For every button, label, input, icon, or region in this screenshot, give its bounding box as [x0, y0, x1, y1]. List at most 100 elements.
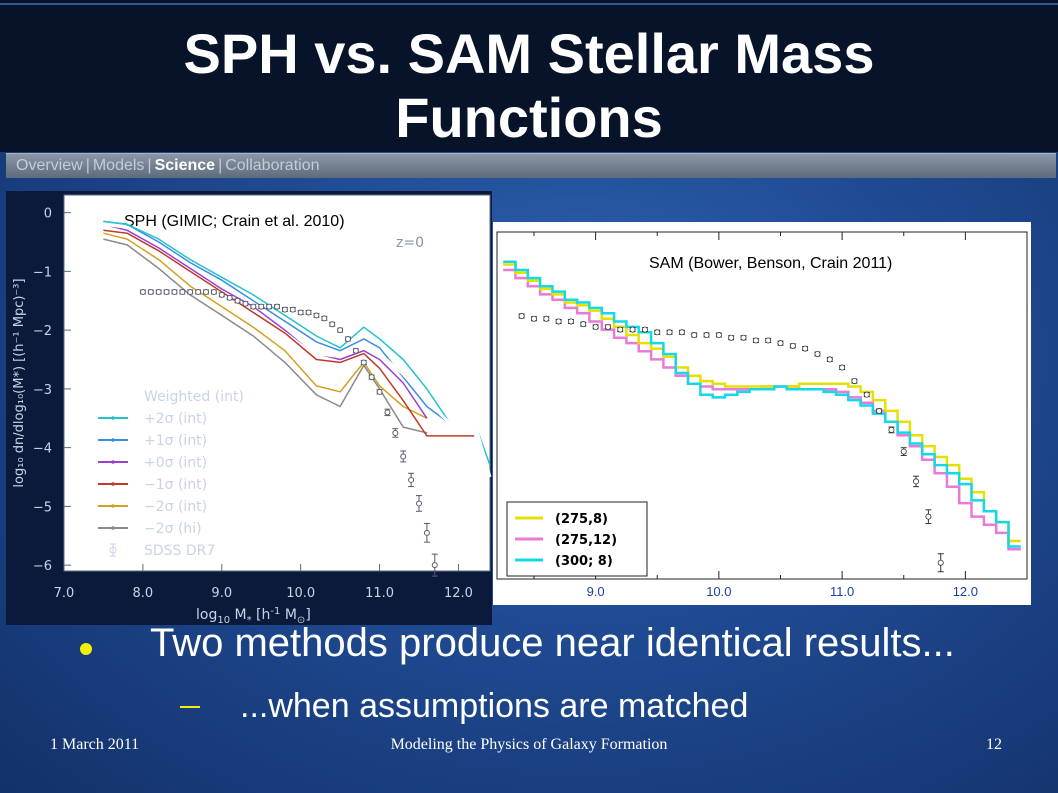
sam-xtick-label: 10.0	[706, 584, 731, 599]
sph-sdss-point	[305, 309, 312, 316]
sph-sdss-point	[147, 288, 154, 295]
sam-obs-point	[740, 334, 747, 341]
sph-ytick-label: −1	[33, 265, 52, 280]
sph-sdss-point	[234, 297, 241, 304]
sph-sdss-point	[431, 562, 438, 569]
sph-legend-marker	[111, 438, 115, 442]
sph-sdss-point	[289, 306, 296, 313]
slide-title-line1: SPH vs. SAM Stellar Mass	[183, 22, 875, 85]
sph-series-line	[103, 220, 491, 466]
sph-chart-panel: 7.0 8.0 9.0 10.0 11.0 12.0 0 −1 −2 −3 −4 −5 −6 log10 …	[6, 191, 492, 625]
sam-obs-point	[888, 426, 895, 433]
sph-xlabel: log10 M* [h-1 M⊙]	[196, 606, 311, 625]
sph-legend-marker	[109, 546, 117, 554]
sph-sdss-point	[313, 312, 320, 319]
sph-ytick-label: −5	[33, 500, 52, 515]
sph-series-line	[103, 223, 428, 419]
sph-ytick-label: −4	[33, 442, 52, 457]
sam-obs-point	[654, 329, 661, 336]
sph-chart-title: SPH (GIMIC; Crain et al. 2010)	[124, 213, 345, 230]
sam-obs-point	[814, 350, 821, 357]
nav-models[interactable]: Models	[92, 157, 145, 174]
sph-sdss-point	[345, 335, 351, 342]
sph-xtick-label: 7.0	[54, 586, 75, 601]
sph-legend-label: Weighted (int)	[144, 389, 244, 405]
sam-obs-point	[863, 391, 870, 398]
sph-xtick-label: 12.0	[444, 586, 473, 601]
sam-chart: 9.0 10.0 11.0 12.0 SAM (Bower, Benson, Crain…	[496, 231, 1028, 599]
sph-sdss-point	[400, 453, 407, 460]
sph-sdss-point	[226, 294, 233, 301]
sph-legend-label: +0σ (int)	[144, 455, 207, 471]
sph-sdss-point	[281, 306, 288, 313]
title-band: SPH vs. SAM Stellar Mass Functions	[0, 0, 1058, 152]
sph-sdss-point	[258, 303, 265, 310]
sph-sdss-point	[218, 291, 225, 298]
sph-sdss-point	[376, 388, 383, 395]
sam-series-step	[503, 263, 1021, 543]
sph-xtick-label: 11.0	[365, 586, 394, 601]
sph-legend-label: SDSS DR7	[144, 543, 215, 559]
sph-legend-marker	[111, 504, 115, 508]
sam-obs-point	[789, 342, 796, 349]
sph-legend-marker	[111, 482, 115, 486]
sam-obs-point	[641, 326, 648, 333]
nav-overview[interactable]: Overview	[16, 157, 83, 174]
sam-obs-point	[703, 332, 710, 339]
sph-sdss-point	[368, 374, 375, 381]
sam-obs-point	[604, 323, 611, 330]
nav-collaboration[interactable]: Collaboration	[225, 157, 320, 174]
sam-obs-point	[678, 329, 685, 336]
nav-items: Overview | Models | Science | Collaboration	[16, 154, 320, 178]
sph-xtick-label: 9.0	[211, 586, 232, 601]
nav-bar: Overview | Models | Science | Collaboration	[6, 153, 1056, 178]
sph-sdss-point	[392, 429, 399, 436]
bullet-text-2: ...when assumptions are matched	[240, 687, 749, 725]
sph-series-line	[103, 229, 475, 437]
sam-obs-point	[518, 313, 525, 320]
sam-obs-point	[839, 364, 846, 371]
sam-obs-point	[691, 332, 698, 339]
sam-obs-point	[555, 318, 562, 325]
sam-obs-point	[752, 337, 759, 344]
sph-sdss-point	[337, 327, 344, 334]
sam-series-step	[503, 260, 1021, 548]
sph-series-line	[103, 232, 428, 419]
sph-legend-label: −2σ (int)	[144, 499, 207, 515]
sph-sdss-point	[321, 315, 328, 322]
sph-sdss-point	[423, 529, 430, 536]
sam-obs-point	[580, 321, 587, 328]
sph-sdss-point	[329, 321, 336, 328]
sam-chart-panel: 9.0 10.0 11.0 12.0 SAM (Bower, Benson, Crain…	[493, 222, 1031, 605]
sph-sdss-point	[416, 500, 422, 507]
sam-obs-point	[900, 448, 907, 455]
sph-sdss-point	[203, 288, 209, 295]
sph-sdss-point	[297, 309, 304, 316]
sam-legend-label: (275,12)	[555, 533, 617, 548]
sph-redshift-annotation: z=0	[396, 235, 424, 251]
sph-sdss-point	[250, 303, 257, 310]
sam-obs-point	[851, 378, 858, 385]
sam-obs-point	[567, 318, 574, 325]
bullet-dot	[80, 643, 92, 655]
sam-obs-point	[937, 559, 944, 566]
sam-xtick-label: 12.0	[953, 584, 978, 599]
nav-science[interactable]: Science	[154, 157, 216, 174]
sph-sdss-point	[155, 288, 162, 295]
sam-obs-point	[913, 478, 920, 485]
sam-obs-point	[617, 326, 624, 333]
nav-separator: |	[218, 157, 223, 174]
sam-legend-label: (300; 8)	[555, 554, 613, 569]
footer-page-number: 12	[986, 736, 1002, 753]
sph-sdss-point	[195, 288, 202, 295]
sph-sdss-point	[274, 303, 280, 310]
sam-obs-point	[777, 340, 784, 347]
sam-obs-point	[876, 407, 883, 414]
sam-obs-point	[629, 326, 636, 333]
sph-sdss-point	[408, 476, 415, 483]
sph-sdss-point	[242, 300, 249, 307]
nav-separator: |	[85, 157, 90, 174]
sam-obs-point	[715, 332, 722, 339]
sph-xtick-label: 8.0	[133, 586, 154, 601]
sph-sdss-point	[163, 288, 170, 295]
